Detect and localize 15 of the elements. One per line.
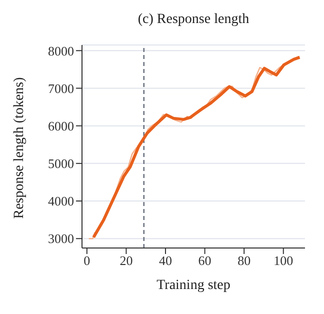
y-axis-title: Response length (tokens): [12, 77, 28, 219]
y-tick-label: 3000: [48, 231, 74, 246]
x-axis-title: Training step: [156, 278, 232, 294]
x-tick-label: 100: [274, 253, 294, 268]
x-tick-label: 0: [84, 253, 90, 268]
y-tick-label: 7000: [48, 80, 74, 96]
x-tick-label: 20: [120, 253, 133, 268]
x-tick-label: 40: [159, 253, 172, 268]
y-tick-label: 8000: [48, 43, 74, 58]
chart-title: (c) Response length: [136, 12, 250, 28]
y-tick-label: 4000: [48, 194, 74, 209]
x-tick-label: 60: [198, 253, 212, 268]
x-tick-label: 80: [238, 253, 251, 268]
y-tick-label: 5000: [48, 156, 74, 172]
y-tick-label: 6000: [48, 118, 74, 134]
